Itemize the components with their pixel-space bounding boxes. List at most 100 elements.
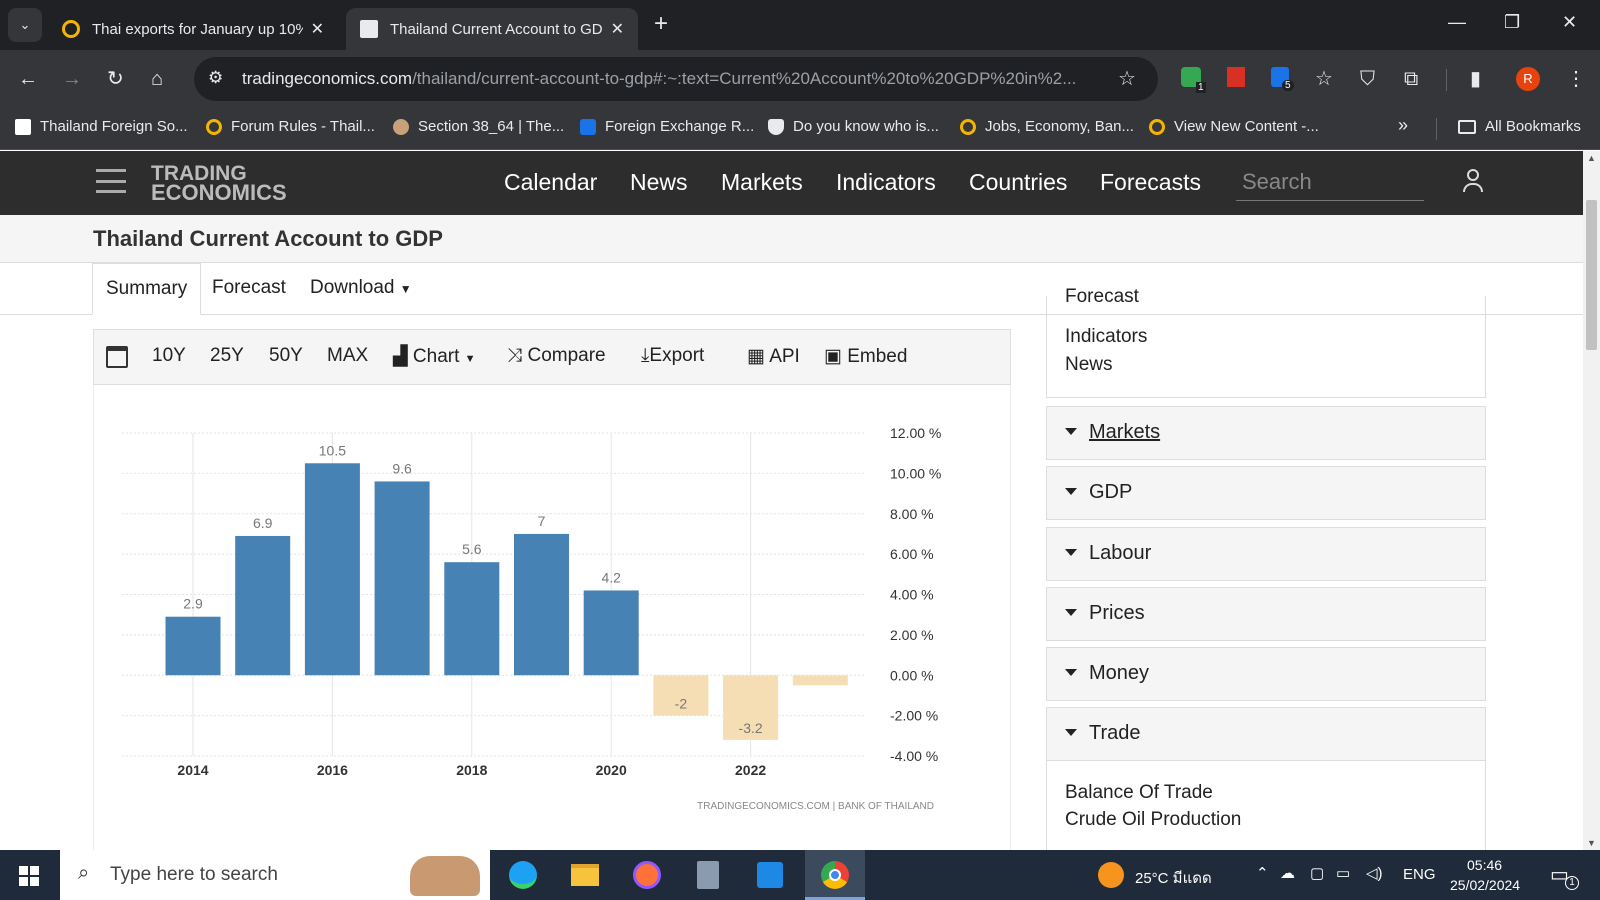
nav-forecasts[interactable]: Forecasts [1100, 169, 1201, 195]
tab-download[interactable]: Download ▼ [297, 263, 425, 315]
bookmark-manager-icon[interactable]: ☆ [1315, 68, 1333, 90]
home-icon[interactable]: ⌂ [151, 68, 164, 90]
chrome-menu-icon[interactable]: ⋮ [1566, 68, 1586, 90]
caret-down-icon [1065, 488, 1077, 495]
sidebar-section-gdp[interactable]: GDP [1046, 466, 1486, 520]
taskbar-search-box[interactable]: ⌕ Type here to search [60, 850, 490, 900]
volume-icon[interactable]: ◁) [1366, 865, 1383, 882]
close-tab-icon[interactable]: ✕ [310, 21, 324, 38]
edge-browser-icon[interactable] [509, 861, 537, 889]
sidebar-section-prices[interactable]: Prices [1046, 587, 1486, 641]
clock-time[interactable]: 05:46 [1467, 857, 1503, 873]
clock-date[interactable]: 25/02/2024 [1450, 877, 1521, 893]
reload-icon[interactable]: ↻ [107, 68, 124, 90]
tab-search-button[interactable]: ⌄ [8, 8, 42, 42]
search-highlight-image [410, 856, 480, 896]
nav-countries[interactable]: Countries [969, 169, 1068, 195]
nav-markets[interactable]: Markets [721, 169, 803, 195]
browser-tab-current-account[interactable]: Thailand Current Account to GD ✕ [346, 8, 638, 50]
bookmark-label: Foreign Exchange R... [605, 118, 755, 135]
profile-avatar[interactable]: R [1516, 67, 1540, 91]
extension-pdf-icon[interactable] [1227, 67, 1245, 87]
tab-forecast[interactable]: Forecast [212, 277, 286, 298]
bookmark-item[interactable]: Jobs, Economy, Ban... [960, 118, 1134, 135]
sidebar-link-forecast[interactable]: Forecast [1065, 286, 1139, 307]
chart-type-button[interactable]: ▟ Chart ▼ [393, 345, 476, 368]
chart-bar [444, 562, 500, 676]
bookmark-item[interactable]: Forum Rules - Thail... [206, 118, 375, 135]
extensions-puzzle-icon[interactable]: ⧉ [1404, 68, 1419, 90]
site-search-input[interactable]: Search [1236, 163, 1424, 201]
close-window-icon[interactable]: ✕ [1562, 12, 1578, 32]
bookmark-favicon-icon [580, 118, 596, 135]
tab-summary[interactable]: Summary [92, 263, 202, 315]
windows-start-icon[interactable] [19, 866, 39, 886]
url-text[interactable]: tradingeconomics.com/thailand/current-ac… [242, 69, 1077, 88]
nav-calendar[interactable]: Calendar [504, 169, 598, 195]
bookmark-favicon-icon [206, 118, 222, 135]
file-explorer-icon[interactable] [571, 864, 599, 886]
compare-label: Compare [527, 345, 606, 366]
forward-icon[interactable]: → [62, 68, 82, 90]
address-bar[interactable]: ⚙ tradingeconomics.com/thailand/current-… [194, 57, 1158, 101]
range-10y-button[interactable]: 10Y [152, 345, 186, 366]
bookmark-star-icon[interactable]: ☆ [1118, 68, 1136, 90]
sidebar-section-trade[interactable]: Trade [1046, 707, 1486, 761]
calendar-icon[interactable] [106, 346, 128, 368]
sidebar-section-markets[interactable]: Markets [1046, 406, 1486, 460]
hamburger-menu-icon[interactable] [96, 169, 126, 193]
bookmark-item[interactable]: Thailand Foreign So... [15, 118, 188, 135]
sidebar-link-news[interactable]: News [1065, 354, 1113, 375]
range-50y-button[interactable]: 50Y [269, 345, 303, 366]
all-bookmarks-button[interactable]: All Bookmarks [1458, 118, 1581, 135]
range-25y-button[interactable]: 25Y [210, 345, 244, 366]
new-tab-button[interactable]: + [654, 10, 669, 37]
x-tick-label: 2014 [177, 762, 208, 778]
user-account-icon[interactable] [1463, 169, 1483, 195]
chart-bar [514, 533, 569, 676]
firefox-icon[interactable] [633, 861, 661, 889]
api-button[interactable]: ▦ API [747, 345, 800, 368]
meet-now-icon[interactable]: ▢ [1310, 865, 1325, 882]
scroll-down-icon[interactable]: ▼ [1587, 838, 1596, 848]
weather-sun-icon[interactable] [1098, 862, 1124, 888]
sidebar-overview-panel: Forecast Indicators News [1046, 286, 1486, 398]
adblock-shield-icon[interactable]: ⛉ [1360, 68, 1375, 90]
nav-news[interactable]: News [630, 169, 688, 195]
site-info-icon[interactable]: ⚙ [208, 68, 224, 87]
more-bookmarks-button[interactable]: » [1398, 115, 1409, 135]
export-button[interactable]: ⤓Export [641, 345, 704, 367]
scroll-up-icon[interactable]: ▲ [1587, 153, 1596, 163]
tray-overflow-icon[interactable]: ⌃ [1256, 865, 1269, 882]
nav-indicators[interactable]: Indicators [836, 169, 936, 195]
bookmark-item[interactable]: View New Content -... [1149, 118, 1319, 135]
bookmark-item[interactable]: Do you know who is... [768, 118, 939, 135]
bookmark-item[interactable]: Foreign Exchange R... [580, 118, 754, 135]
notification-icon[interactable]: ▭ [1550, 864, 1569, 886]
compare-button[interactable]: ⤨ Compare [507, 345, 606, 367]
chrome-taskbar-button[interactable] [805, 850, 865, 900]
bookmark-item[interactable]: Section 38_64 | The... [393, 118, 564, 135]
back-icon[interactable]: ← [18, 68, 38, 90]
scrollbar-thumb[interactable] [1586, 200, 1597, 350]
calculator-icon[interactable] [697, 861, 719, 889]
browser-tab-thai-exports[interactable]: Thai exports for January up 10% ✕ [48, 8, 338, 50]
onedrive-icon[interactable]: ☁ [1280, 865, 1295, 882]
restore-icon[interactable]: ❐ [1504, 12, 1521, 32]
network-icon[interactable]: ▭ [1336, 865, 1351, 882]
sidebar-link-crude-oil-production[interactable]: Crude Oil Production [1065, 809, 1242, 830]
range-max-button[interactable]: MAX [327, 345, 369, 366]
input-language[interactable]: ENG [1403, 866, 1436, 883]
calendar-app-icon[interactable] [757, 862, 783, 888]
sidebar-link-indicators[interactable]: Indicators [1065, 326, 1148, 347]
site-logo[interactable]: TRADING ECONOMICS [151, 163, 287, 204]
sidebar-section-labour[interactable]: Labour [1046, 527, 1486, 581]
sidebar-section-money[interactable]: Money [1046, 647, 1486, 701]
y-tick-label: 12.00 % [890, 425, 941, 441]
sidebar-link-balance-of-trade[interactable]: Balance Of Trade [1065, 782, 1213, 803]
side-panel-icon[interactable]: ▮ [1470, 68, 1482, 90]
weather-text[interactable]: 25°C มีแดด [1135, 870, 1212, 887]
minimize-icon[interactable]: — [1448, 12, 1466, 32]
embed-button[interactable]: ▣ Embed [824, 345, 907, 368]
close-tab-icon[interactable]: ✕ [610, 21, 624, 38]
